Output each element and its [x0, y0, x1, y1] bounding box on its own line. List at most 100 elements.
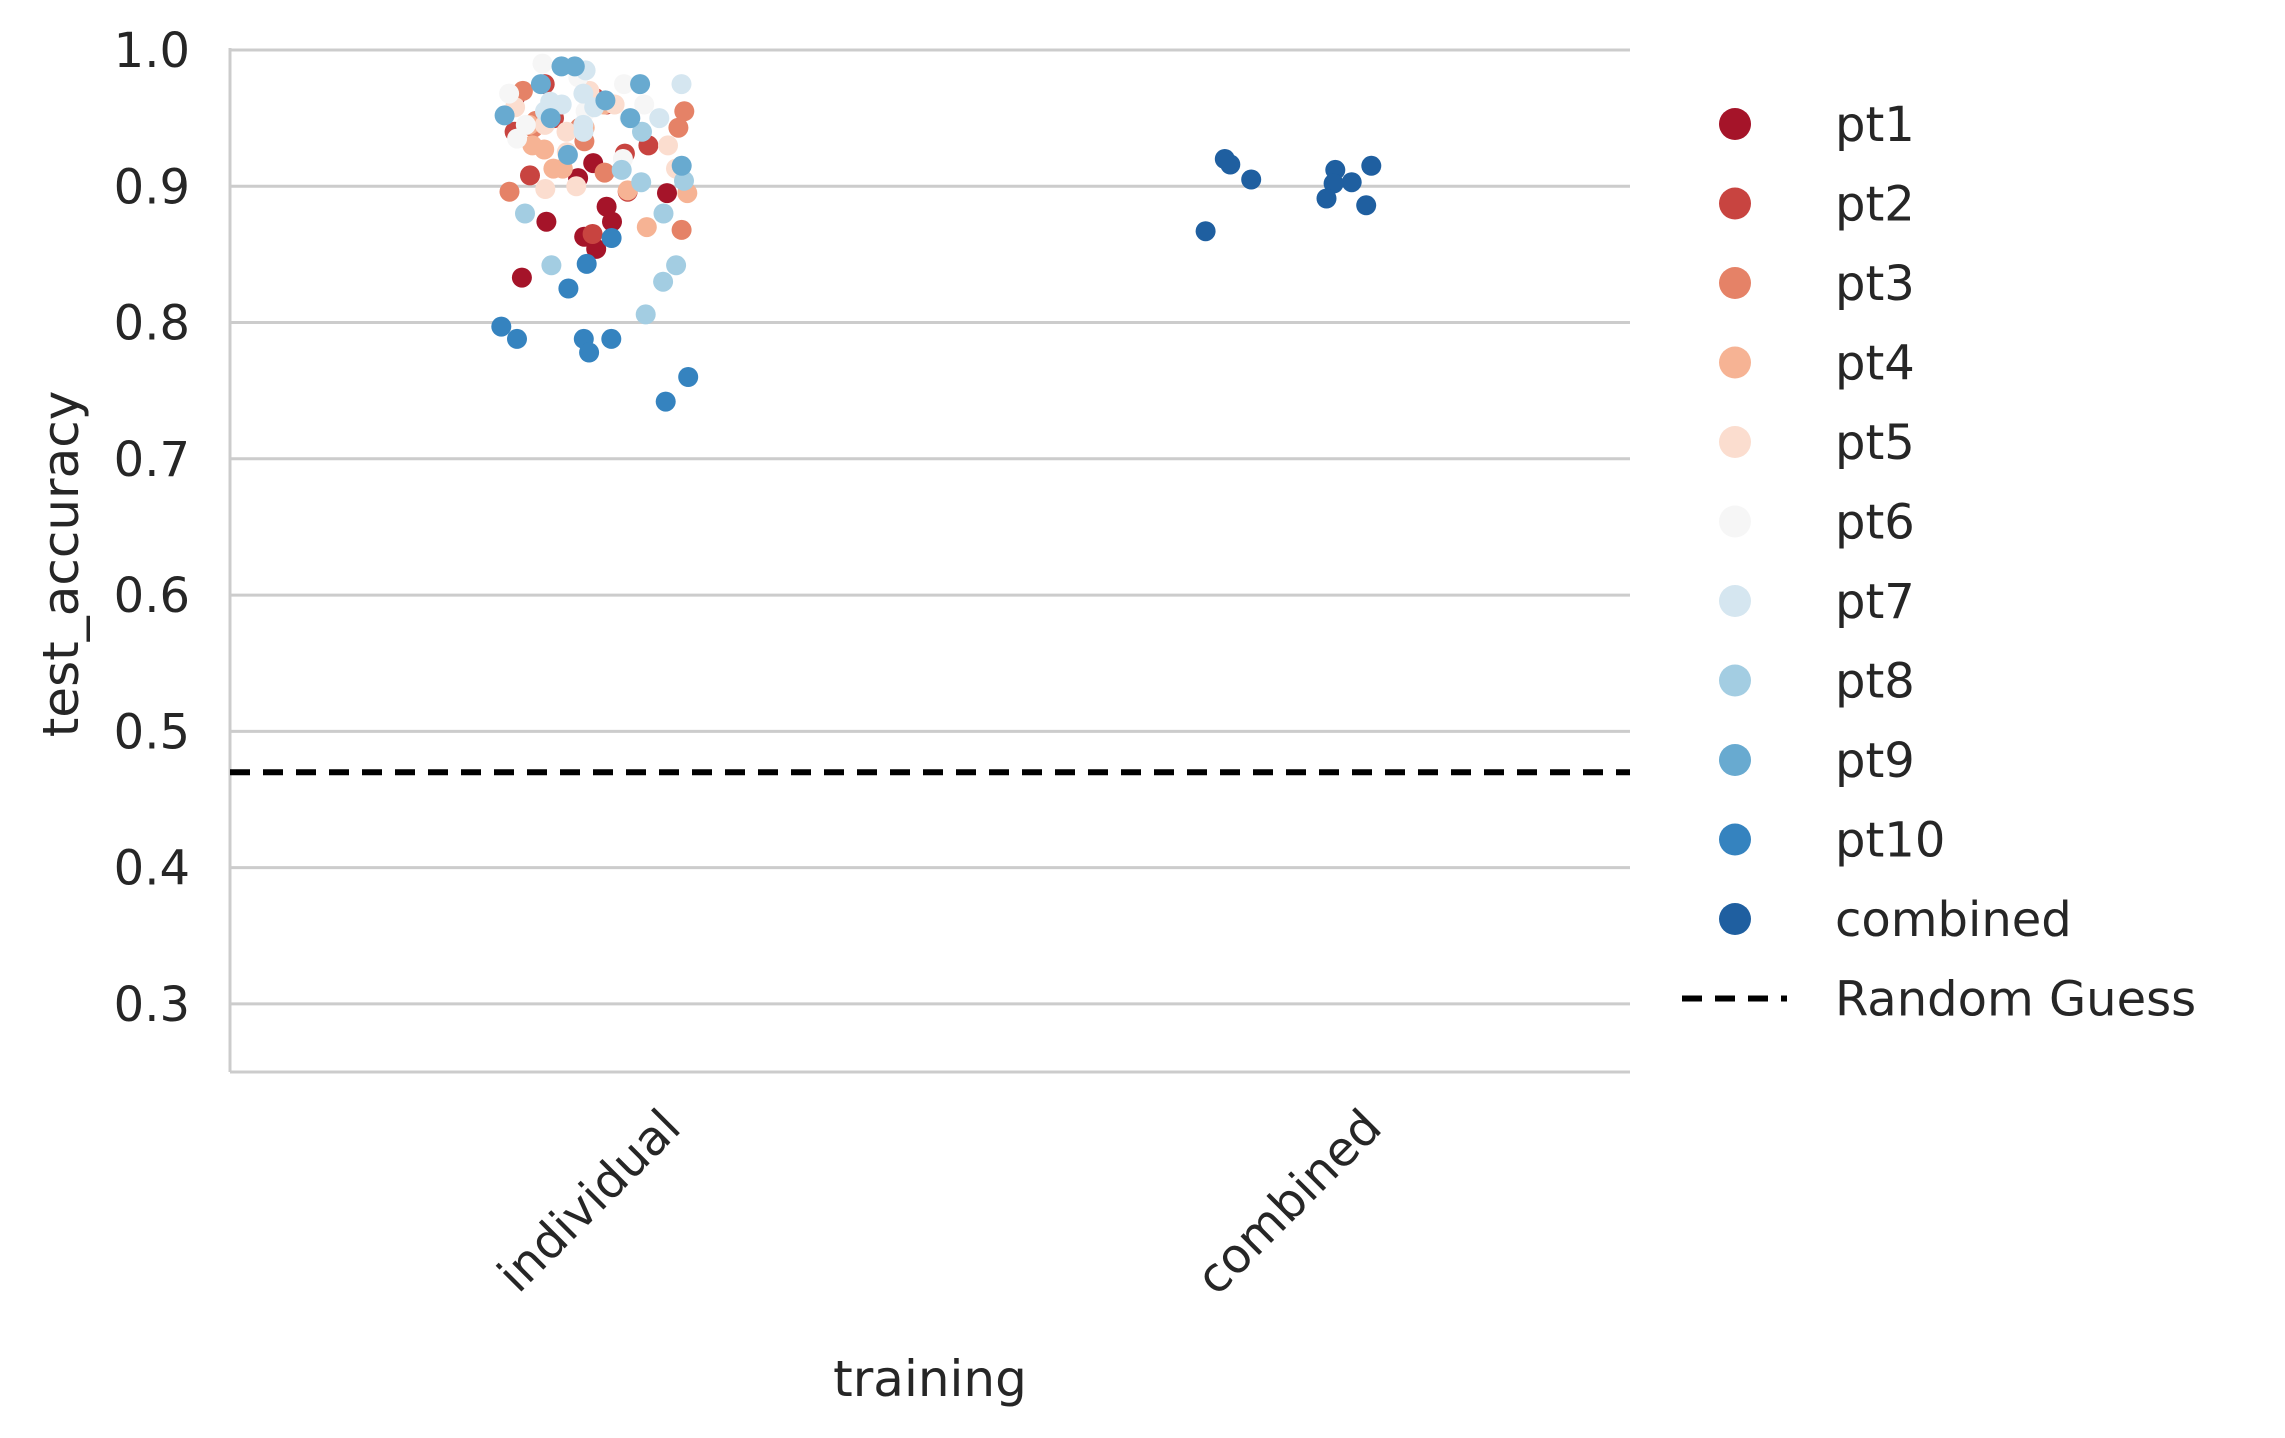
x-tick-labels: individual combined [487, 1099, 1392, 1306]
point-pt10-8 [655, 391, 676, 412]
y-tick-label: 0.7 [114, 432, 190, 488]
point-pt6-4 [532, 53, 553, 74]
point-pt1-3 [511, 267, 532, 288]
point-pt1-2 [596, 196, 617, 217]
y-gridlines [230, 48, 1630, 1006]
x-axis-label: training [833, 1350, 1027, 1408]
point-pt7-6 [649, 108, 670, 129]
legend-label-pt6: pt6 [1835, 495, 1915, 551]
point-pt3-4 [674, 101, 695, 122]
legend-marker-pt8 [1719, 664, 1751, 697]
point-pt10-7 [576, 253, 597, 274]
y-tick-label: 0.9 [114, 159, 190, 215]
point-pt9-10 [671, 155, 692, 176]
point-combined-8 [1323, 173, 1344, 194]
legend-label-pt10: pt10 [1835, 813, 1945, 869]
point-pt1-4 [536, 211, 557, 232]
point-pt7-8 [573, 121, 594, 142]
point-pt3-10 [594, 162, 615, 183]
point-pt10-10 [579, 342, 600, 363]
point-pt1-8 [657, 183, 677, 204]
point-combined-9 [1316, 188, 1337, 209]
legend-marker-pt7 [1719, 585, 1751, 617]
legend-label-pt4: pt4 [1835, 336, 1915, 392]
y-tick-labels: 0.3 0.4 0.5 0.6 0.7 0.8 0.9 1.0 [114, 23, 190, 1033]
point-pt8-2 [515, 203, 535, 224]
point-pt1-9 [602, 211, 622, 232]
y-tick-label: 0.8 [114, 296, 190, 352]
legend-label-pt2: pt2 [1835, 177, 1915, 233]
point-pt10-1 [491, 316, 512, 337]
point-combined-3 [1361, 155, 1382, 176]
legend-label-pt9: pt9 [1835, 733, 1915, 789]
point-pt5-5 [535, 179, 556, 199]
point-pt9-6 [564, 56, 585, 77]
point-pt2-10 [582, 224, 603, 244]
y-tick-label: 0.3 [114, 977, 190, 1033]
axes [228, 48, 1630, 1074]
legend-label-pt8: pt8 [1835, 654, 1915, 710]
point-combined-2 [1341, 172, 1362, 193]
point-pt8-9 [632, 121, 652, 142]
legend-label-random-guess: Random Guess [1835, 972, 2196, 1028]
x-tick-label: combined [1185, 1099, 1392, 1306]
data-points [491, 53, 1382, 412]
point-pt8-1 [631, 172, 652, 193]
legend-label-combined: combined [1835, 892, 2072, 948]
point-pt9-1 [595, 90, 616, 111]
legend-marker-pt6 [1719, 505, 1751, 538]
legend-label-pt5: pt5 [1835, 415, 1915, 471]
point-pt3-2 [499, 181, 520, 202]
point-pt5-6 [658, 135, 678, 156]
point-pt7-5 [573, 83, 594, 104]
y-tick-label: 1.0 [114, 23, 190, 79]
point-pt10-3 [601, 328, 622, 349]
y-tick-label: 0.5 [114, 704, 190, 760]
point-pt8-3 [541, 255, 562, 276]
y-tick-label: 0.6 [114, 568, 190, 624]
y-tick-label: 0.4 [114, 841, 190, 897]
point-combined-5 [1195, 221, 1216, 242]
point-pt8-4 [635, 304, 656, 325]
legend-marker-pt3 [1719, 267, 1751, 299]
point-pt9-5 [530, 74, 551, 95]
legend-marker-pt5 [1719, 426, 1751, 458]
point-pt10-6 [678, 367, 699, 387]
point-pt6-1 [634, 94, 655, 115]
point-pt3-3 [668, 117, 689, 138]
point-pt9-7 [620, 108, 641, 129]
point-pt8-10 [611, 159, 632, 180]
point-pt6-6 [507, 128, 528, 149]
point-pt4-10 [636, 217, 657, 238]
point-pt8-7 [666, 255, 687, 276]
point-combined-10 [1356, 195, 1377, 216]
legend-marker-pt1 [1719, 108, 1751, 140]
legend-label-pt1: pt1 [1835, 97, 1915, 153]
point-pt9-8 [630, 74, 651, 95]
point-pt9-4 [557, 144, 578, 165]
point-pt8-8 [653, 203, 674, 224]
legend-marker-combined [1719, 903, 1751, 935]
point-pt8-5 [653, 271, 674, 292]
point-pt6-7 [499, 83, 520, 104]
point-pt10-9 [601, 228, 622, 248]
point-combined-4 [1241, 169, 1262, 190]
legend-label-pt3: pt3 [1835, 256, 1915, 312]
legend-label-pt7: pt7 [1835, 574, 1915, 630]
point-pt4-6 [534, 139, 555, 160]
legend-marker-pt2 [1719, 187, 1751, 220]
point-pt7-1 [671, 74, 692, 95]
point-combined-6 [1220, 154, 1241, 175]
legend: pt1 pt2 pt3 pt4 pt5 pt6 pt7 pt8 pt9 pt10 combined R… [1682, 97, 2196, 1028]
point-pt10-2 [558, 278, 579, 299]
point-pt10-5 [507, 328, 527, 349]
point-pt6-2 [614, 74, 634, 95]
y-axis-label: test_accuracy [32, 391, 90, 738]
legend-marker-pt9 [1719, 744, 1751, 776]
point-pt9-2 [494, 105, 515, 126]
x-tick-label: individual [487, 1099, 691, 1303]
point-pt3-7 [671, 219, 692, 240]
point-pt2-8 [520, 165, 540, 186]
point-pt5-2 [556, 121, 577, 142]
